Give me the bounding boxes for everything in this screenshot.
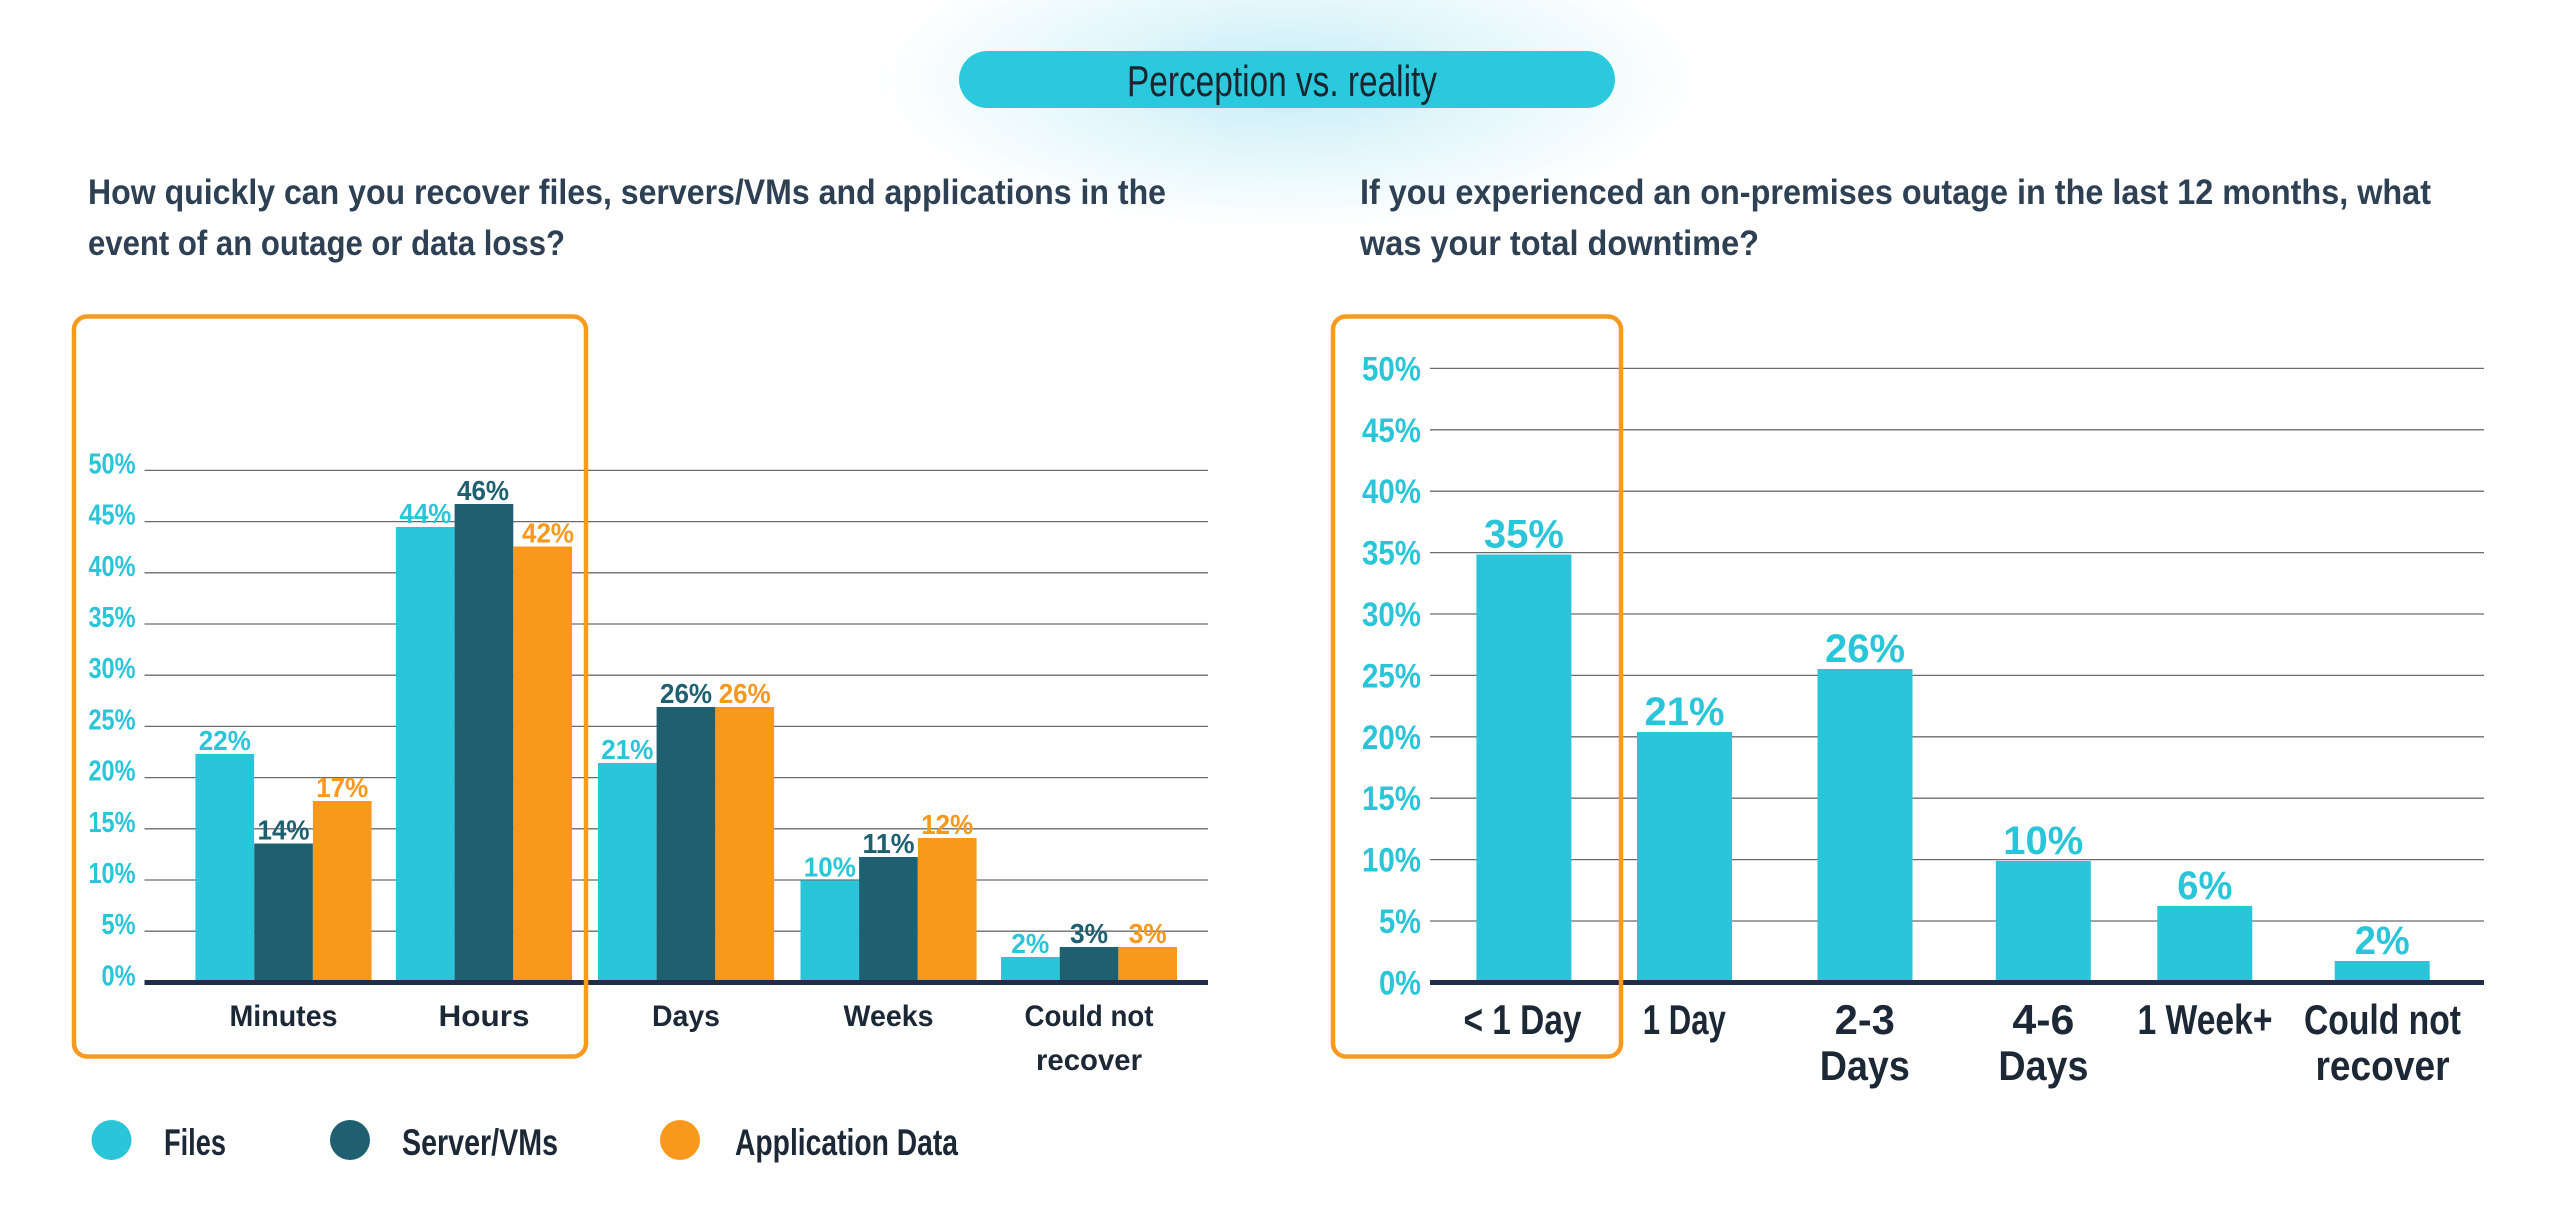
svg-text:45%: 45% <box>1362 412 1421 450</box>
svg-text:Files: Files <box>164 1122 226 1163</box>
svg-text:17%: 17% <box>316 772 368 803</box>
svg-text:recover: recover <box>2316 1042 2450 1089</box>
svg-text:recover: recover <box>1036 1044 1142 1077</box>
svg-text:2%: 2% <box>2355 919 2410 963</box>
svg-text:50%: 50% <box>1362 350 1421 388</box>
svg-text:46%: 46% <box>457 475 509 506</box>
svg-text:25%: 25% <box>1362 657 1421 695</box>
svg-text:35%: 35% <box>1362 535 1421 573</box>
svg-text:30%: 30% <box>1362 596 1421 634</box>
svg-text:20%: 20% <box>1362 719 1421 757</box>
svg-text:40%: 40% <box>1362 473 1421 511</box>
svg-text:If you experienced an on-premi: If you experienced an on-premises outage… <box>1360 173 2431 212</box>
svg-text:44%: 44% <box>399 498 451 529</box>
svg-text:10%: 10% <box>2003 819 2083 863</box>
svg-text:Perception vs. reality: Perception vs. reality <box>1127 57 1437 106</box>
svg-text:< 1 Day: < 1 Day <box>1464 996 1583 1043</box>
svg-text:12%: 12% <box>921 809 973 840</box>
svg-text:Application Data: Application Data <box>735 1122 958 1163</box>
svg-text:26%: 26% <box>660 678 712 709</box>
svg-text:5%: 5% <box>1379 903 1421 941</box>
svg-text:6%: 6% <box>2177 864 2232 908</box>
svg-text:35%: 35% <box>89 602 136 634</box>
svg-text:10%: 10% <box>804 852 856 883</box>
svg-text:50%: 50% <box>89 448 136 480</box>
svg-text:Could not: Could not <box>2304 996 2461 1043</box>
svg-text:20%: 20% <box>89 756 136 788</box>
svg-text:Days: Days <box>652 1000 720 1033</box>
svg-text:11%: 11% <box>863 828 915 859</box>
svg-text:Hours: Hours <box>439 1000 530 1033</box>
svg-text:How quickly can you recover fi: How quickly can you recover files, serve… <box>88 173 1166 212</box>
svg-text:3%: 3% <box>1129 918 1167 949</box>
svg-text:21%: 21% <box>1645 690 1725 734</box>
svg-text:Could not: Could not <box>1025 1000 1154 1033</box>
svg-text:45%: 45% <box>89 500 136 532</box>
svg-text:Minutes: Minutes <box>230 1000 338 1033</box>
svg-text:Days: Days <box>1820 1042 1910 1089</box>
svg-text:22%: 22% <box>199 725 251 756</box>
svg-text:0%: 0% <box>102 960 136 992</box>
svg-text:40%: 40% <box>89 551 136 583</box>
svg-text:4-6: 4-6 <box>2012 996 2074 1043</box>
svg-text:2-3: 2-3 <box>1835 996 1895 1043</box>
svg-text:26%: 26% <box>719 678 771 709</box>
svg-text:1 Week+: 1 Week+ <box>2138 996 2273 1043</box>
svg-text:42%: 42% <box>522 518 574 549</box>
svg-text:Days: Days <box>1998 1042 2088 1089</box>
svg-text:2%: 2% <box>1011 928 1049 959</box>
svg-text:Server/VMs: Server/VMs <box>402 1122 558 1163</box>
svg-text:21%: 21% <box>601 734 653 765</box>
svg-text:35%: 35% <box>1484 513 1564 557</box>
svg-text:10%: 10% <box>1362 842 1421 880</box>
svg-text:5%: 5% <box>102 909 136 941</box>
svg-text:1 Day: 1 Day <box>1643 996 1726 1043</box>
svg-text:Weeks: Weeks <box>844 1000 934 1033</box>
svg-text:was your total downtime?: was your total downtime? <box>1359 224 1759 263</box>
svg-text:25%: 25% <box>89 704 136 736</box>
svg-text:event of an outage or data los: event of an outage or data loss? <box>88 224 565 263</box>
svg-text:30%: 30% <box>89 653 136 685</box>
svg-text:14%: 14% <box>258 815 310 846</box>
svg-text:3%: 3% <box>1070 918 1108 949</box>
svg-text:15%: 15% <box>1362 780 1421 818</box>
svg-text:0%: 0% <box>1379 964 1421 1002</box>
svg-text:10%: 10% <box>89 858 136 890</box>
svg-text:15%: 15% <box>89 807 136 839</box>
svg-text:26%: 26% <box>1825 627 1905 671</box>
